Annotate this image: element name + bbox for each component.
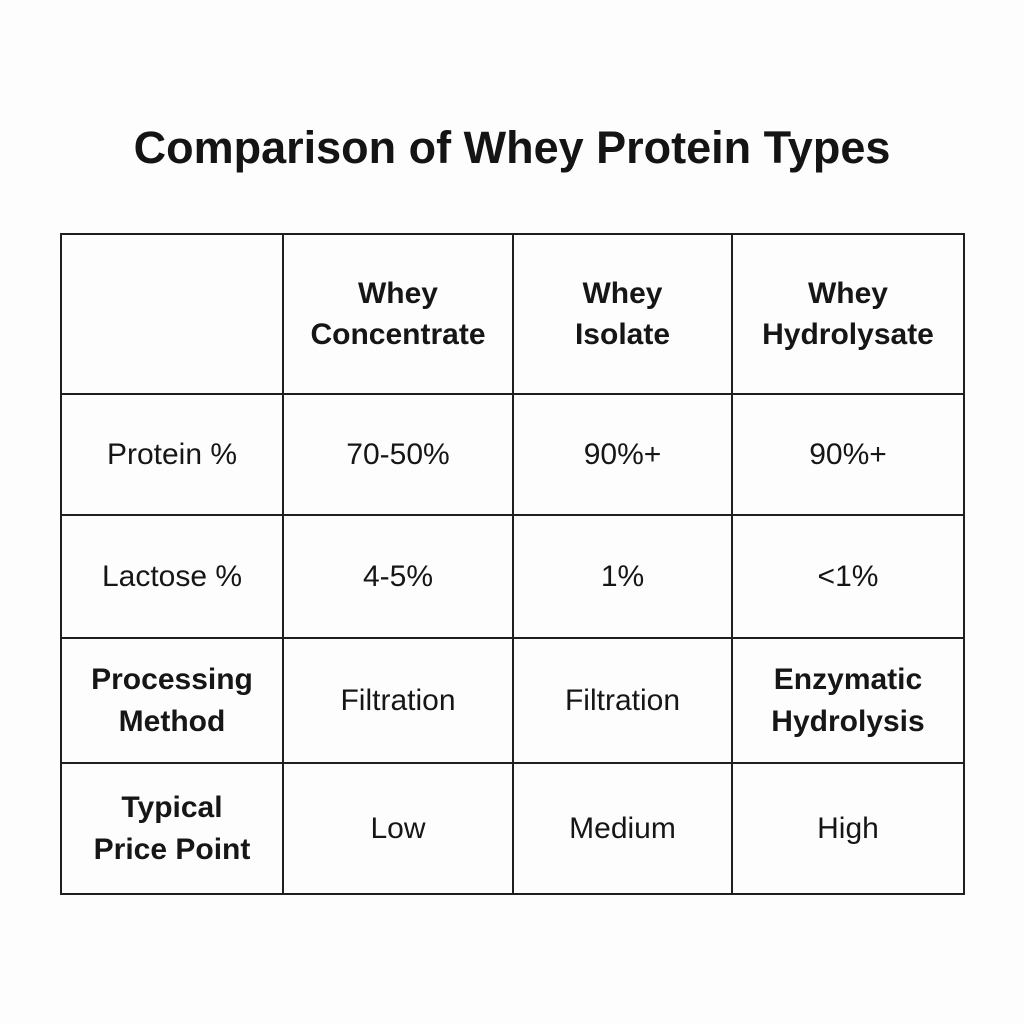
page-title: Comparison of Whey Protein Types — [133, 122, 891, 173]
table-row-price: Typical Price Point Low Medium High — [60, 762, 965, 895]
cell-price-isolate: Medium — [512, 762, 733, 895]
row-label-lactose: Lactose % — [60, 514, 284, 639]
cell-protein-concentrate: 70-50% — [282, 393, 514, 516]
cell-lactose-hydrolysate: <1% — [731, 514, 965, 639]
column-header-whey-hydrolysate: Whey Hydrolysate — [731, 233, 965, 395]
row-label-typical-price-point: Typical Price Point — [60, 762, 284, 895]
cell-lactose-isolate: 1% — [512, 514, 733, 639]
cell-text: Enzymatic Hydrolysis — [771, 663, 925, 738]
cell-price-concentrate: Low — [282, 762, 514, 895]
row-label-text: Typical Price Point — [93, 791, 251, 866]
table-header-row: Whey Concentrate Whey Isolate Whey Hydro… — [60, 233, 965, 395]
cell-processing-hydrolysate: Enzymatic Hydrolysis — [731, 637, 965, 764]
column-header-label: Whey Concentrate — [310, 276, 486, 351]
cell-lactose-concentrate: 4-5% — [282, 514, 514, 639]
cell-processing-isolate: Filtration — [512, 637, 733, 764]
cell-protein-hydrolysate: 90%+ — [731, 393, 965, 516]
cell-processing-concentrate: Filtration — [282, 637, 514, 764]
row-label-protein: Protein % — [60, 393, 284, 516]
column-header-label: Whey Isolate — [574, 276, 671, 351]
table-row-processing: Processing Method Filtration Filtration … — [60, 637, 965, 764]
column-header-label: Whey Hydrolysate — [762, 276, 934, 351]
cell-price-hydrolysate: High — [731, 762, 965, 895]
cell-protein-isolate: 90%+ — [512, 393, 733, 516]
comparison-table: Whey Concentrate Whey Isolate Whey Hydro… — [60, 233, 965, 895]
table-row-lactose: Lactose % 4-5% 1% <1% — [60, 514, 965, 639]
row-label-text: Processing Method — [91, 663, 253, 738]
table-row-protein: Protein % 70-50% 90%+ 90%+ — [60, 393, 965, 516]
table-corner-cell — [60, 233, 284, 395]
row-label-processing-method: Processing Method — [60, 637, 284, 764]
column-header-whey-isolate: Whey Isolate — [512, 233, 733, 395]
column-header-whey-concentrate: Whey Concentrate — [282, 233, 514, 395]
